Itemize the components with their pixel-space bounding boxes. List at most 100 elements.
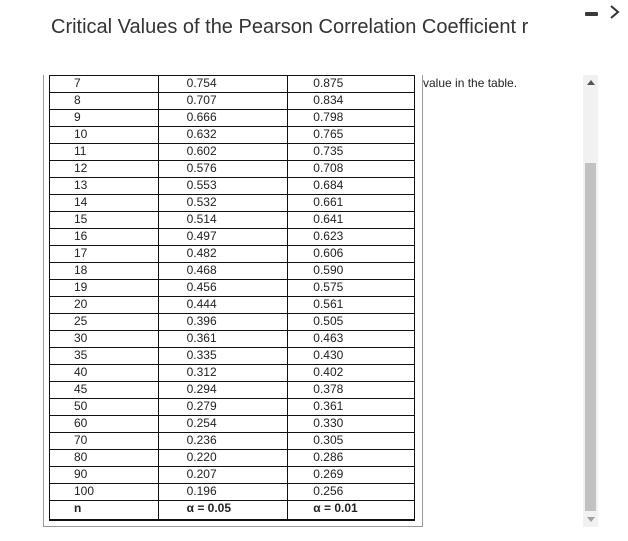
table-row: 10 0.632 0.765 (49, 126, 415, 144)
window-controls (585, 4, 622, 20)
n-cell: 14 (49, 194, 159, 212)
table-row: 70 0.236 0.305 (49, 432, 415, 450)
table-row: 17 0.482 0.606 (49, 245, 415, 263)
alpha-005-cell: 0.707 (157, 92, 289, 110)
alpha-005-cell: 0.514 (157, 211, 289, 229)
table-row: 25 0.396 0.505 (49, 313, 415, 331)
alpha-005-cell: 0.482 (157, 245, 289, 263)
n-cell: 20 (49, 296, 159, 314)
table-row: 20 0.444 0.561 (49, 296, 415, 314)
alpha-005-cell: 0.468 (157, 262, 289, 280)
scroll-thumb[interactable] (585, 163, 596, 511)
n-cell: 13 (49, 177, 159, 195)
arrow-up-icon[interactable] (587, 80, 595, 85)
n-cell: 10 (49, 126, 159, 144)
table-row: 100 0.196 0.256 (49, 483, 415, 501)
footer-n-label: n (49, 500, 159, 521)
footer-alpha-001-label: α = 0.01 (287, 500, 415, 521)
minimize-icon[interactable] (585, 12, 598, 16)
table-row: 7 0.754 0.875 (49, 75, 415, 93)
alpha-001-cell: 0.875 (287, 75, 415, 93)
footer-alpha-005-label: α = 0.05 (157, 500, 289, 521)
alpha-001-cell: 0.402 (287, 364, 415, 382)
n-cell: 9 (49, 109, 159, 127)
table-row: 13 0.553 0.684 (49, 177, 415, 195)
alpha-001-cell: 0.269 (287, 466, 415, 484)
alpha-001-cell: 0.708 (287, 160, 415, 178)
table-row: 14 0.532 0.661 (49, 194, 415, 212)
alpha-001-cell: 0.735 (287, 143, 415, 161)
n-cell: 16 (49, 228, 159, 246)
alpha-001-cell: 0.606 (287, 245, 415, 263)
alpha-001-cell: 0.765 (287, 126, 415, 144)
table-row: 35 0.335 0.430 (49, 347, 415, 365)
alpha-005-cell: 0.294 (157, 381, 289, 399)
table-body: 7 0.754 0.875 8 0.707 0.834 9 0.666 0.798 10 0.632… (49, 75, 415, 521)
alpha-005-cell: 0.754 (157, 75, 289, 93)
table-row: 19 0.456 0.575 (49, 279, 415, 297)
alpha-001-cell: 0.505 (287, 313, 415, 331)
vertical-scrollbar[interactable] (583, 75, 598, 527)
alpha-001-cell: 0.684 (287, 177, 415, 195)
alpha-001-cell: 0.575 (287, 279, 415, 297)
alpha-001-cell: 0.834 (287, 92, 415, 110)
table-row: 50 0.279 0.361 (49, 398, 415, 416)
table-row: 18 0.468 0.590 (49, 262, 415, 280)
alpha-001-cell: 0.661 (287, 194, 415, 212)
n-cell: 7 (49, 75, 159, 93)
n-cell: 50 (49, 398, 159, 416)
n-cell: 80 (49, 449, 159, 467)
alpha-001-cell: 0.378 (287, 381, 415, 399)
arrow-down-icon[interactable] (587, 517, 595, 522)
critical-values-table: 7 0.754 0.875 8 0.707 0.834 9 0.666 0.798 10 0.632… (49, 75, 415, 521)
table-row: 40 0.312 0.402 (49, 364, 415, 382)
alpha-005-cell: 0.236 (157, 432, 289, 450)
alpha-005-cell: 0.279 (157, 398, 289, 416)
table-row: 9 0.666 0.798 (49, 109, 415, 127)
alpha-005-cell: 0.602 (157, 143, 289, 161)
alpha-001-cell: 0.286 (287, 449, 415, 467)
table-row: 11 0.602 0.735 (49, 143, 415, 161)
n-cell: 19 (49, 279, 159, 297)
alpha-005-cell: 0.456 (157, 279, 289, 297)
table-viewer[interactable]: 7 0.754 0.875 8 0.707 0.834 9 0.666 0.798 10 0.632… (43, 75, 598, 527)
side-note: value in the table. (423, 76, 518, 90)
alpha-001-cell: 0.361 (287, 398, 415, 416)
alpha-005-cell: 0.335 (157, 347, 289, 365)
n-cell: 90 (49, 466, 159, 484)
n-cell: 60 (49, 415, 159, 433)
alpha-001-cell: 0.641 (287, 211, 415, 229)
n-cell: 25 (49, 313, 159, 331)
n-cell: 30 (49, 330, 159, 348)
table-row: 90 0.207 0.269 (49, 466, 415, 484)
alpha-005-cell: 0.312 (157, 364, 289, 382)
alpha-001-cell: 0.305 (287, 432, 415, 450)
alpha-001-cell: 0.463 (287, 330, 415, 348)
table-row: 45 0.294 0.378 (49, 381, 415, 399)
alpha-005-cell: 0.666 (157, 109, 289, 127)
alpha-005-cell: 0.553 (157, 177, 289, 195)
chevron-right-icon[interactable] (608, 4, 622, 20)
alpha-005-cell: 0.532 (157, 194, 289, 212)
n-cell: 35 (49, 347, 159, 365)
table-row: 8 0.707 0.834 (49, 92, 415, 110)
n-cell: 45 (49, 381, 159, 399)
n-cell: 8 (49, 92, 159, 110)
n-cell: 11 (49, 143, 159, 161)
alpha-005-cell: 0.444 (157, 296, 289, 314)
alpha-005-cell: 0.396 (157, 313, 289, 331)
table-row: 16 0.497 0.623 (49, 228, 415, 246)
table-row: 12 0.576 0.708 (49, 160, 415, 178)
n-cell: 17 (49, 245, 159, 263)
page-title: Critical Values of the Pearson Correlati… (51, 16, 529, 38)
n-cell: 15 (49, 211, 159, 229)
alpha-005-cell: 0.196 (157, 483, 289, 501)
alpha-001-cell: 0.798 (287, 109, 415, 127)
n-cell: 70 (49, 432, 159, 450)
alpha-001-cell: 0.623 (287, 228, 415, 246)
n-cell: 12 (49, 160, 159, 178)
alpha-005-cell: 0.207 (157, 466, 289, 484)
n-cell: 40 (49, 364, 159, 382)
alpha-005-cell: 0.632 (157, 126, 289, 144)
alpha-005-cell: 0.361 (157, 330, 289, 348)
